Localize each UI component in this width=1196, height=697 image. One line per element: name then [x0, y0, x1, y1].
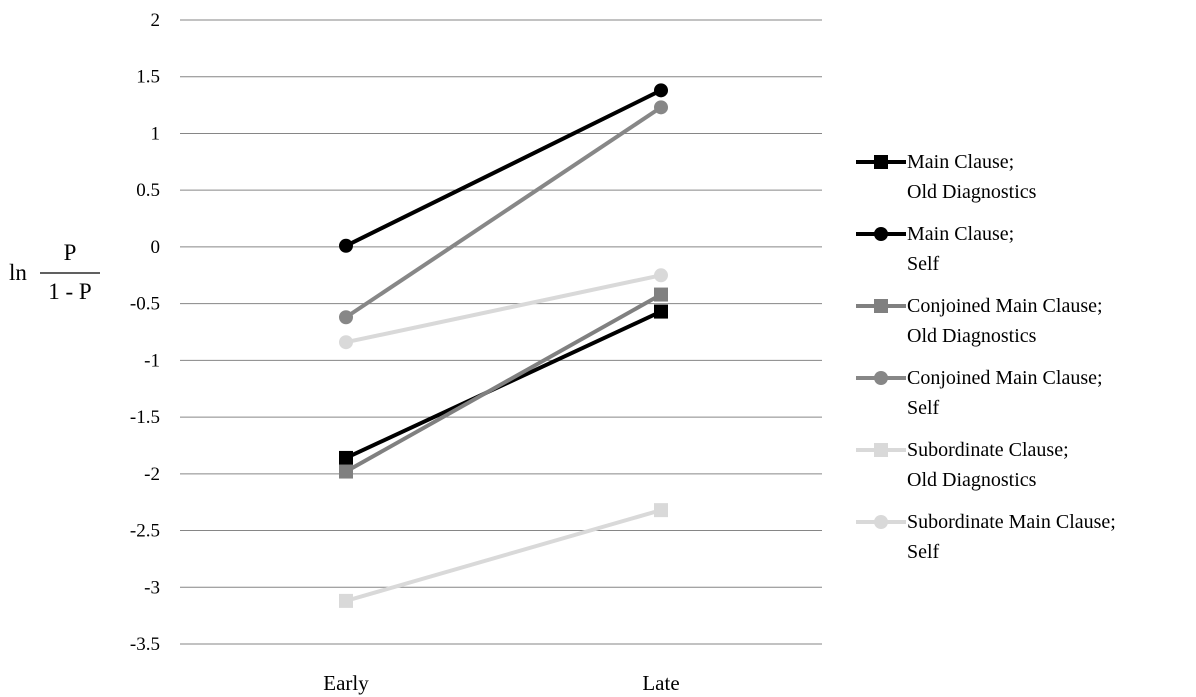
legend-marker-square	[874, 443, 888, 457]
legend-label: Old Diagnostics	[907, 469, 1037, 491]
data-point-circle	[339, 238, 353, 253]
series-line	[345, 292, 662, 474]
data-point-square	[339, 450, 353, 465]
legend-marker-circle	[874, 227, 888, 241]
legend-item: Conjoined Main Clause; Self	[856, 367, 1103, 419]
y-axis-label-denominator: 1 - P	[48, 279, 91, 304]
y-axis-ticks: 2 1.5 1 0.5 0 -0.5 -1 -1.5 -2 -2.5 -3 -3.5	[130, 10, 160, 655]
legend-label: Conjoined Main Clause;	[907, 367, 1103, 389]
series	[339, 100, 668, 325]
legend-label: Main Clause;	[907, 223, 1014, 245]
y-tick-label: 2	[151, 10, 161, 31]
data-point-circle	[654, 83, 668, 98]
legend-item: Subordinate Main Clause; Self	[856, 511, 1116, 563]
y-tick-label: -3.5	[130, 634, 160, 655]
data-point-square	[654, 304, 668, 319]
data-point-square	[654, 287, 668, 302]
y-tick-label: -2.5	[130, 521, 160, 542]
y-axis-label: ln P 1 - P	[9, 240, 100, 304]
legend-item: Subordinate Clause; Old Diagnostics	[856, 439, 1069, 491]
series	[339, 83, 668, 253]
x-tick-label: Late	[642, 671, 679, 695]
legend-label: Subordinate Clause;	[907, 439, 1069, 461]
data-point-square	[654, 503, 668, 518]
data-point-circle	[654, 268, 668, 283]
legend-label: Self	[907, 397, 940, 419]
y-tick-label: -1	[144, 350, 160, 371]
legend-marker-square	[874, 299, 888, 313]
y-tick-label: 0.5	[136, 180, 160, 201]
legend-item: Main Clause; Self	[856, 223, 1014, 275]
legend-marker-square	[874, 155, 888, 169]
y-tick-label: -0.5	[130, 294, 160, 315]
data-point-circle	[339, 335, 353, 350]
y-tick-label: -2	[144, 464, 160, 485]
data-point-square	[339, 593, 353, 608]
y-tick-label: -3	[144, 577, 160, 598]
legend-label: Main Clause;	[907, 151, 1014, 173]
series	[339, 268, 668, 350]
series	[339, 287, 668, 479]
series-line	[345, 508, 662, 603]
legend-item: Main Clause; Old Diagnostics	[856, 151, 1037, 203]
series-line	[344, 105, 663, 319]
gridlines	[180, 19, 822, 645]
legend-item: Conjoined Main Clause; Old Diagnostics	[856, 295, 1103, 347]
y-axis-label-prefix: ln	[9, 260, 27, 285]
data-point-circle	[339, 310, 353, 325]
legend-marker-circle	[874, 515, 888, 529]
legend-label: Old Diagnostics	[907, 325, 1037, 347]
y-tick-label: 0	[151, 237, 161, 258]
legend-label: Old Diagnostics	[907, 181, 1037, 203]
y-axis-label-numerator: P	[64, 240, 77, 265]
legend-marker-circle	[874, 371, 888, 385]
y-tick-label: 1	[151, 123, 161, 144]
x-axis: Early Late	[323, 671, 679, 695]
legend: Main Clause; Old Diagnostics Main Clause; S…	[856, 151, 1116, 563]
series	[339, 503, 668, 608]
series-line	[345, 88, 662, 248]
legend-label: Self	[907, 541, 940, 563]
y-tick-label: 1.5	[136, 67, 160, 88]
data-point-circle	[654, 100, 668, 115]
data-point-square	[339, 464, 353, 479]
data-series	[339, 83, 668, 608]
legend-label: Self	[907, 253, 940, 275]
series-line	[345, 273, 662, 345]
y-tick-label: -1.5	[130, 407, 160, 428]
x-tick-label: Early	[323, 671, 369, 695]
legend-label: Subordinate Main Clause;	[907, 511, 1116, 533]
legend-label: Conjoined Main Clause;	[907, 295, 1103, 317]
